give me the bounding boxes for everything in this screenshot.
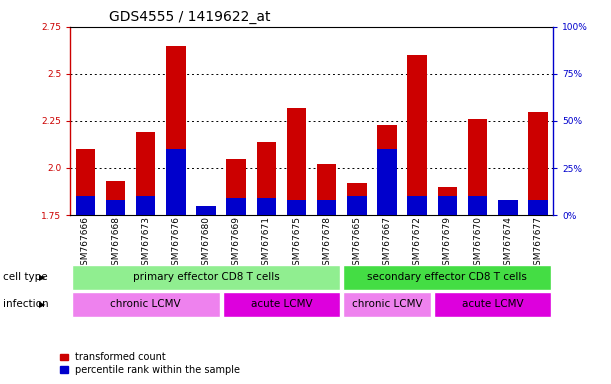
Bar [136, 196, 155, 215]
Bar [196, 206, 216, 215]
Bar [257, 142, 276, 215]
Text: ▶: ▶ [39, 273, 46, 282]
Legend: transformed count, percentile rank within the sample: transformed count, percentile rank withi… [60, 353, 240, 375]
FancyBboxPatch shape [343, 265, 552, 290]
FancyBboxPatch shape [222, 292, 340, 317]
Bar [257, 198, 276, 215]
Bar [408, 55, 427, 215]
Bar [377, 149, 397, 215]
Bar [498, 200, 518, 215]
Bar [76, 149, 95, 215]
Bar [227, 159, 246, 215]
Text: chronic LCMV: chronic LCMV [111, 299, 181, 310]
Text: acute LCMV: acute LCMV [251, 299, 312, 310]
Text: chronic LCMV: chronic LCMV [352, 299, 422, 310]
Bar [287, 200, 306, 215]
Bar [468, 119, 488, 215]
Bar [437, 196, 457, 215]
Text: infection: infection [3, 299, 49, 310]
Bar [408, 196, 427, 215]
Bar [347, 196, 367, 215]
Bar [227, 198, 246, 215]
FancyBboxPatch shape [343, 292, 431, 317]
Bar [528, 112, 547, 215]
Text: GDS4555 / 1419622_at: GDS4555 / 1419622_at [109, 10, 271, 25]
Text: ▶: ▶ [39, 300, 46, 309]
Bar [196, 211, 216, 215]
Text: cell type: cell type [3, 272, 48, 283]
Bar [287, 108, 306, 215]
Bar [437, 187, 457, 215]
Bar [136, 132, 155, 215]
FancyBboxPatch shape [434, 292, 552, 317]
Bar [377, 125, 397, 215]
Bar [166, 46, 186, 215]
Bar [468, 196, 488, 215]
Bar [76, 196, 95, 215]
Bar [317, 164, 337, 215]
Text: secondary effector CD8 T cells: secondary effector CD8 T cells [367, 272, 527, 283]
Text: primary effector CD8 T cells: primary effector CD8 T cells [133, 272, 279, 283]
Bar [498, 202, 518, 215]
Text: acute LCMV: acute LCMV [462, 299, 524, 310]
FancyBboxPatch shape [71, 265, 340, 290]
Bar [166, 149, 186, 215]
Bar [106, 181, 125, 215]
Bar [106, 200, 125, 215]
Bar [528, 200, 547, 215]
Bar [317, 200, 337, 215]
Bar [347, 183, 367, 215]
FancyBboxPatch shape [71, 292, 219, 317]
